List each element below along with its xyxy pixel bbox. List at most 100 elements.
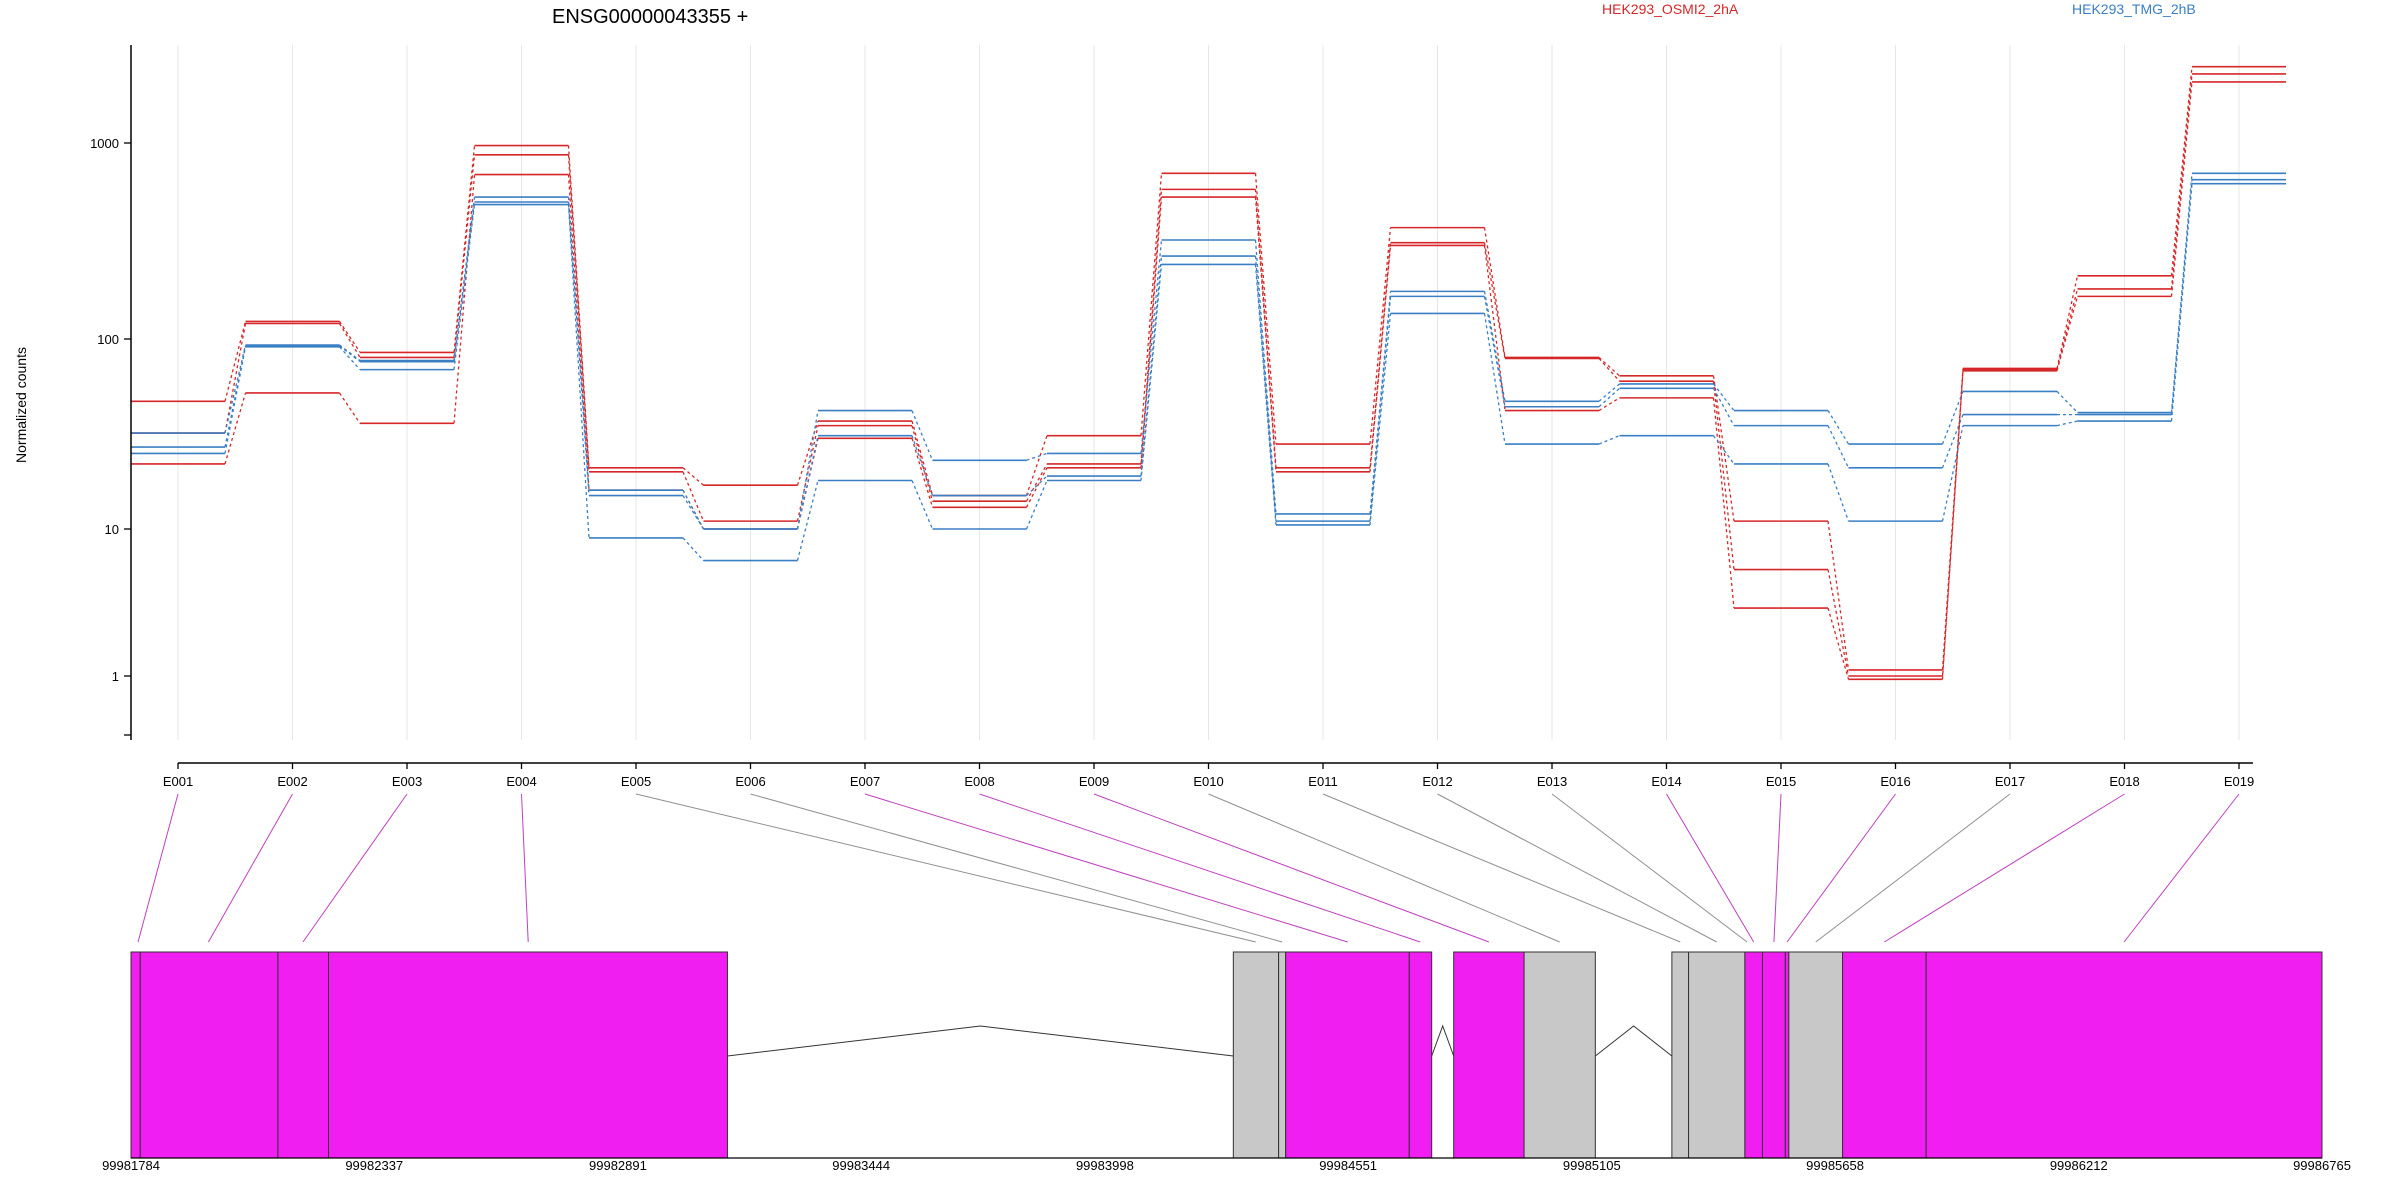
exon-connector	[1666, 793, 1755, 943]
exon-block	[1688, 951, 1746, 1159]
series-connector	[1483, 296, 1506, 407]
intron-line	[727, 1025, 1234, 1057]
series-connector	[1827, 410, 1850, 445]
series-connector	[1026, 475, 1048, 497]
series-connector	[2170, 66, 2193, 276]
legend-item-tmg: HEK293_TMG_2hB	[2072, 1, 2196, 17]
genome-coordinate-label: 99986765	[2293, 1158, 2351, 1173]
series-connector	[1140, 239, 1163, 454]
series-connector	[338, 392, 361, 424]
exon-connector	[207, 793, 293, 943]
axes-layer: 1 10 100 1000 E001 E002 E003 E004 E005 E006 E007 E0…	[90, 45, 2254, 789]
series-connector	[911, 420, 934, 496]
series-connector	[1254, 239, 1277, 515]
series-connector	[453, 204, 476, 370]
series-line	[131, 182, 2286, 562]
series-connector	[1483, 313, 1506, 445]
series-connector	[682, 495, 705, 530]
exon-block	[1788, 951, 1844, 1159]
series-connector	[911, 438, 934, 508]
series-connector	[1254, 196, 1277, 472]
x-tick-label: E011	[1308, 774, 1337, 789]
series-connector	[1598, 358, 1620, 382]
x-tick-label: E013	[1537, 774, 1567, 789]
series-connector	[1827, 425, 1850, 469]
exon-block	[1744, 951, 1763, 1159]
exon-block	[1523, 951, 1596, 1159]
genome-coordinate-label: 99983998	[1076, 1158, 1134, 1173]
exon-connector	[521, 793, 529, 943]
exon-connector	[1208, 793, 1560, 943]
exon-block	[1761, 951, 1786, 1159]
series-connector	[911, 480, 934, 530]
x-tick-label: E010	[1193, 774, 1223, 789]
series-connector	[1712, 381, 1735, 570]
series-connector	[1483, 245, 1506, 411]
exon-connector	[635, 793, 1256, 943]
series-connector	[1827, 569, 1850, 677]
y-tick-label: 100	[97, 332, 119, 347]
x-tick-label: E005	[621, 774, 651, 789]
series-connector	[339, 344, 361, 362]
series-connector	[1941, 414, 1964, 469]
series-connector	[453, 145, 476, 353]
series-connector	[339, 345, 361, 363]
exon-connector	[864, 793, 1348, 943]
exon-block	[1408, 951, 1433, 1159]
exon-connector	[137, 793, 179, 943]
y-tick-label: 1	[112, 669, 119, 684]
series-connector	[1369, 313, 1392, 526]
series-connector	[682, 471, 705, 522]
series-connector	[2056, 296, 2079, 371]
genome-track: 99981784 99982337 99982891 99983444 99983998…	[102, 793, 2351, 1173]
x-tick-label: E009	[1079, 774, 1109, 789]
series-connector	[911, 435, 934, 496]
legend-item-osmi2: HEK293_OSMI2_2hA	[1602, 1, 1739, 17]
series-connector	[338, 323, 361, 358]
series-connector	[682, 537, 704, 561]
exon-connector	[1551, 793, 1748, 943]
series-connector	[796, 410, 819, 530]
exon-connector	[1437, 793, 1717, 943]
series-connector	[567, 154, 590, 472]
series-connector	[796, 420, 819, 486]
x-tick-label: E018	[2109, 774, 2139, 789]
series-connector	[1483, 291, 1506, 402]
exon-connector	[979, 793, 1421, 943]
series-connector	[1598, 383, 1620, 402]
exon-block	[1278, 951, 1287, 1159]
series-connector	[453, 174, 476, 424]
series-connector	[1483, 227, 1506, 358]
x-tick-label: E002	[277, 774, 307, 789]
x-tick-label: E004	[506, 774, 536, 789]
series-connector	[1369, 291, 1392, 515]
series-connector	[1254, 264, 1277, 526]
series-connector	[567, 174, 590, 491]
series-connector	[1827, 607, 1850, 680]
series-connector	[1598, 435, 1620, 445]
genome-coordinate-label: 99982891	[589, 1158, 647, 1173]
series-connector	[1827, 463, 1850, 522]
series-connector	[1598, 387, 1620, 408]
series-connector	[2170, 81, 2193, 297]
x-tick-label: E014	[1651, 774, 1681, 789]
series-connector	[1827, 521, 1850, 671]
genome-coordinate-label: 99985658	[1806, 1158, 1864, 1173]
genome-coordinate-label: 99985105	[1563, 1158, 1621, 1173]
genome-coordinate-label: 99981784	[102, 1158, 160, 1173]
series-connector	[1254, 255, 1277, 522]
x-tick-label: E007	[850, 774, 880, 789]
exon-block	[1925, 951, 2323, 1159]
exon-block	[277, 951, 330, 1159]
series-connector	[453, 201, 476, 362]
series-connector	[911, 410, 934, 461]
genome-coordinate-label: 99983444	[832, 1158, 890, 1173]
series-connector	[567, 204, 590, 538]
series-connector	[567, 201, 590, 496]
series-connector	[2056, 390, 2078, 414]
genome-coordinate-label: 99982337	[345, 1158, 403, 1173]
intron-line	[1431, 1024, 1455, 1057]
series-connector	[2170, 73, 2193, 290]
x-tick-label: E019	[2224, 774, 2254, 789]
